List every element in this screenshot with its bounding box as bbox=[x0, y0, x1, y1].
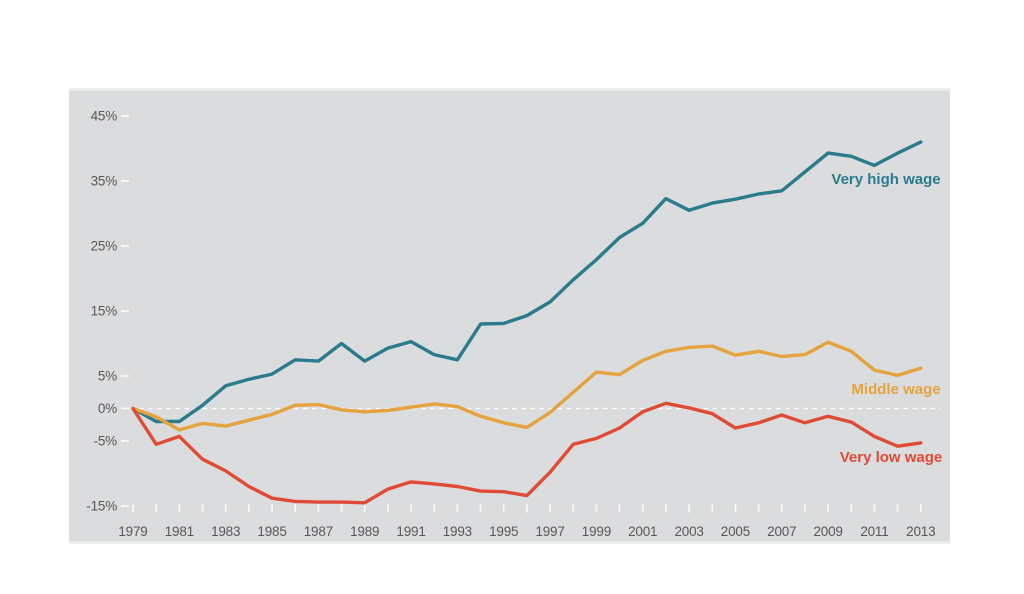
series-line-very-high-wage bbox=[131, 140, 923, 424]
y-tick-label: 35% bbox=[91, 174, 118, 189]
x-tick-label: 1993 bbox=[443, 524, 472, 539]
x-tick-label: 1989 bbox=[350, 524, 379, 539]
series-lines bbox=[131, 140, 923, 505]
x-tick-label: 2009 bbox=[813, 524, 842, 539]
x-tick-label: 1991 bbox=[396, 524, 425, 539]
y-tick-label: 25% bbox=[91, 239, 118, 254]
x-tick-label: 1979 bbox=[118, 524, 147, 539]
x-tick-label: 1981 bbox=[165, 524, 194, 539]
x-tick-label: 2005 bbox=[721, 524, 750, 539]
y-tick-label: 5% bbox=[98, 369, 117, 384]
y-tick-label: -5% bbox=[94, 434, 118, 449]
y-tick-label: 0% bbox=[98, 401, 117, 416]
x-tick-label: 1987 bbox=[304, 524, 333, 539]
y-tick-label: -15% bbox=[86, 499, 117, 514]
series-label-very-high-wage: Very high wage bbox=[831, 171, 940, 188]
x-axis: 1979 1981 1983 1985 1987 1989 1991 1993 1995 1997… bbox=[118, 504, 936, 539]
x-tick-label: 1997 bbox=[535, 524, 564, 539]
panel-bottom-edge bbox=[69, 541, 950, 544]
x-tick-label: 2007 bbox=[767, 524, 796, 539]
x-tick-label: 2013 bbox=[906, 524, 935, 539]
x-tick-label: 1999 bbox=[582, 524, 611, 539]
series-line-very-low-wage bbox=[131, 401, 923, 505]
x-tick-label: 1985 bbox=[257, 524, 286, 539]
series-label-very-low-wage: Very low wage bbox=[840, 449, 943, 466]
x-tick-label: 1995 bbox=[489, 524, 518, 539]
y-axis: 45% 35% 25% 15% 5% 0% -5% -15% bbox=[86, 109, 129, 514]
x-tick-label: 1983 bbox=[211, 524, 240, 539]
y-tick-label: 15% bbox=[91, 304, 118, 319]
x-tick-label: 2001 bbox=[628, 524, 657, 539]
plot-area-background bbox=[69, 88, 950, 544]
series-line-middle-wage bbox=[131, 340, 923, 432]
x-tick-label: 2011 bbox=[860, 524, 888, 539]
y-tick-label: 45% bbox=[91, 109, 118, 124]
series-label-middle-wage: Middle wage bbox=[851, 381, 940, 398]
panel-top-edge bbox=[69, 88, 950, 91]
series-labels: Very high wage Middle wage Very low wage bbox=[831, 171, 942, 466]
x-tick-label: 2003 bbox=[674, 524, 703, 539]
